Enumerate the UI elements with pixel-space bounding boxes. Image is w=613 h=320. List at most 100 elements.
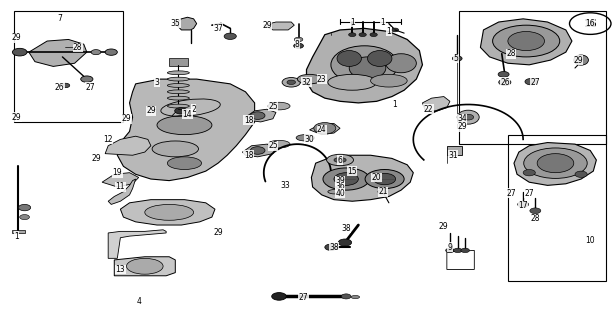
Text: 36: 36 <box>335 182 345 191</box>
Ellipse shape <box>334 157 346 163</box>
Text: 28: 28 <box>531 214 540 223</box>
Text: 1: 1 <box>381 18 385 27</box>
Ellipse shape <box>524 148 587 178</box>
Ellipse shape <box>175 108 187 114</box>
Polygon shape <box>378 171 389 178</box>
Text: 15: 15 <box>348 167 357 176</box>
Ellipse shape <box>287 80 295 84</box>
Polygon shape <box>102 173 139 187</box>
Ellipse shape <box>452 56 462 61</box>
Text: 40: 40 <box>335 189 345 198</box>
Polygon shape <box>12 230 25 233</box>
Bar <box>508 135 606 281</box>
Ellipse shape <box>378 189 386 194</box>
Text: 19: 19 <box>113 168 122 177</box>
Ellipse shape <box>224 33 237 39</box>
Text: 27: 27 <box>524 189 534 198</box>
Ellipse shape <box>525 78 537 85</box>
Text: 11: 11 <box>116 182 125 191</box>
Ellipse shape <box>349 57 386 79</box>
Ellipse shape <box>20 215 29 220</box>
Text: 21: 21 <box>378 187 387 196</box>
Bar <box>447 146 462 155</box>
Text: 34: 34 <box>457 114 467 123</box>
Ellipse shape <box>334 173 359 185</box>
Ellipse shape <box>349 33 356 36</box>
Text: 35: 35 <box>170 19 180 28</box>
Text: 27: 27 <box>506 189 516 198</box>
Ellipse shape <box>461 248 470 252</box>
Ellipse shape <box>314 123 336 134</box>
Text: 38: 38 <box>329 243 339 252</box>
Text: 14: 14 <box>183 109 192 118</box>
Text: 4: 4 <box>136 297 141 306</box>
Text: 10: 10 <box>585 236 595 245</box>
Ellipse shape <box>537 154 574 173</box>
Text: 33: 33 <box>280 181 290 190</box>
Text: 27: 27 <box>85 83 94 92</box>
Ellipse shape <box>323 168 370 190</box>
Bar <box>459 11 606 144</box>
Ellipse shape <box>61 83 70 88</box>
Text: 17: 17 <box>519 202 528 211</box>
Ellipse shape <box>371 74 407 87</box>
Ellipse shape <box>294 43 303 48</box>
Polygon shape <box>306 28 422 103</box>
Ellipse shape <box>493 25 560 57</box>
Text: 25: 25 <box>268 141 278 150</box>
Text: 29: 29 <box>457 122 467 131</box>
Text: 24: 24 <box>317 125 327 134</box>
Ellipse shape <box>351 295 360 299</box>
Ellipse shape <box>575 171 587 178</box>
Polygon shape <box>108 179 135 204</box>
Text: 8: 8 <box>295 40 300 49</box>
Text: 1: 1 <box>392 100 397 109</box>
Ellipse shape <box>574 55 588 65</box>
Ellipse shape <box>499 79 511 85</box>
Polygon shape <box>117 79 254 180</box>
Text: 5: 5 <box>454 54 459 63</box>
Text: 1: 1 <box>387 27 391 36</box>
Ellipse shape <box>167 104 189 108</box>
Text: 29: 29 <box>121 114 131 123</box>
Bar <box>169 59 188 67</box>
Ellipse shape <box>152 141 199 157</box>
Ellipse shape <box>463 114 474 120</box>
Polygon shape <box>245 109 276 122</box>
Text: 28: 28 <box>506 49 516 58</box>
Ellipse shape <box>268 102 290 110</box>
Text: 28: 28 <box>73 43 82 52</box>
Text: 7: 7 <box>57 14 62 23</box>
Text: 16: 16 <box>584 19 597 28</box>
Polygon shape <box>108 230 166 258</box>
Text: 25: 25 <box>268 101 278 111</box>
Text: 2: 2 <box>191 105 196 114</box>
Ellipse shape <box>157 116 212 135</box>
Polygon shape <box>514 142 596 185</box>
Ellipse shape <box>18 204 31 211</box>
Ellipse shape <box>126 258 163 274</box>
Ellipse shape <box>498 71 509 77</box>
Ellipse shape <box>523 170 535 176</box>
Polygon shape <box>311 155 413 201</box>
Text: 18: 18 <box>244 151 253 160</box>
Ellipse shape <box>81 76 93 82</box>
Text: 6: 6 <box>338 156 343 164</box>
Text: 39: 39 <box>335 176 345 185</box>
Ellipse shape <box>167 96 189 100</box>
Polygon shape <box>105 136 151 155</box>
Text: 29: 29 <box>12 33 21 42</box>
Text: 3: 3 <box>154 78 159 87</box>
Text: 18: 18 <box>244 116 253 125</box>
Polygon shape <box>422 97 450 111</box>
Ellipse shape <box>359 33 367 36</box>
Ellipse shape <box>508 32 544 51</box>
Ellipse shape <box>337 51 362 67</box>
Ellipse shape <box>517 202 528 207</box>
Ellipse shape <box>12 48 27 56</box>
Ellipse shape <box>167 157 202 170</box>
Polygon shape <box>264 22 294 30</box>
Ellipse shape <box>167 71 189 75</box>
Text: 27: 27 <box>299 293 308 302</box>
Text: 26: 26 <box>55 83 64 92</box>
